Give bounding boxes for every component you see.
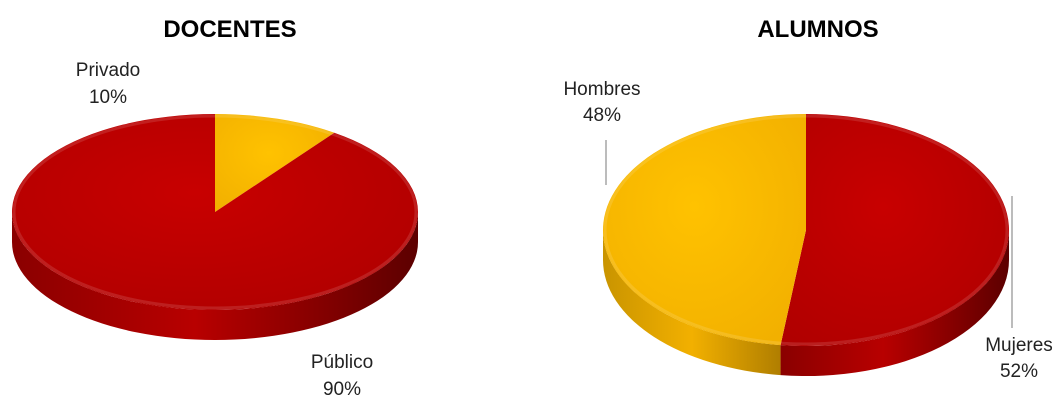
pie-chart-alumnos: ALUMNOS Hombres 48% Mujeres 52% [563, 16, 1052, 382]
slice-percent-mujeres: 52% [1000, 361, 1038, 382]
slice-percent-publico: 90% [323, 379, 361, 400]
pie-body-docentes [11, 114, 419, 340]
chart-title-docentes: DOCENTES [163, 16, 296, 43]
slice-percent-privado: 10% [89, 87, 127, 108]
slice-label-privado: Privado [76, 60, 140, 81]
pie-slice-mujeres [780, 114, 1010, 346]
pie-chart-docentes: DOCENTES Privado 10% Público 90% [11, 16, 419, 400]
pie-slice-hombres [602, 114, 806, 346]
chart-title-alumnos: ALUMNOS [757, 16, 878, 43]
pie-side-publico [12, 212, 418, 340]
pie-slice-privado [215, 114, 335, 212]
pie-side-hombres [603, 230, 781, 376]
slice-percent-hombres: 48% [583, 105, 621, 126]
pie-rim-highlight [12, 114, 418, 310]
slice-label-mujeres: Mujeres [985, 335, 1053, 356]
pie-rim-highlight [603, 114, 1009, 346]
pie-body-alumnos [602, 114, 1010, 376]
slice-label-publico: Público [311, 352, 373, 373]
pie-slice-publico [11, 114, 419, 311]
pie-side-mujeres [780, 230, 1009, 376]
slice-label-hombres: Hombres [563, 79, 640, 100]
